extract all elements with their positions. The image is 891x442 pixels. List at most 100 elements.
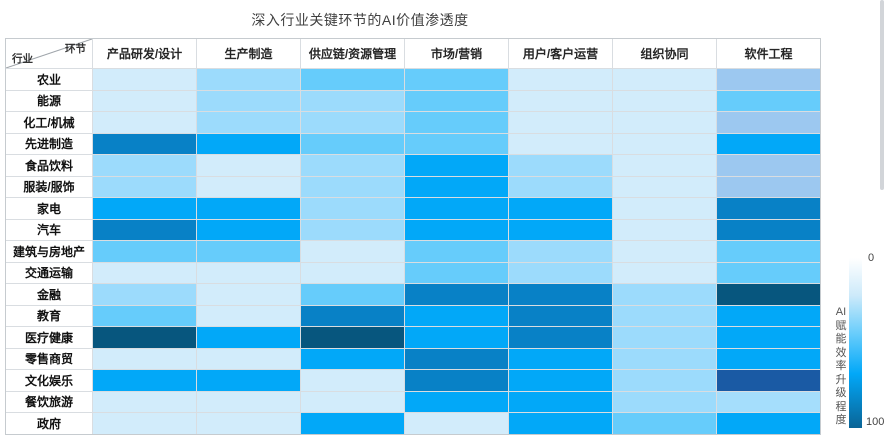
heatmap-cell[interactable]	[301, 391, 404, 412]
heatmap-cell[interactable]	[717, 370, 820, 391]
heatmap-cell[interactable]	[509, 219, 612, 240]
heatmap-cell[interactable]	[197, 219, 300, 240]
heatmap-cell[interactable]	[613, 198, 716, 219]
heatmap-cell[interactable]	[717, 241, 820, 262]
heatmap-cell[interactable]	[93, 112, 196, 133]
vertical-scrollbar-thumb[interactable]	[880, 0, 884, 190]
heatmap-cell[interactable]	[301, 262, 404, 283]
heatmap-cell[interactable]	[405, 370, 508, 391]
heatmap-cell[interactable]	[93, 327, 196, 348]
heatmap-cell[interactable]	[613, 284, 716, 305]
heatmap-cell[interactable]	[509, 198, 612, 219]
heatmap-cell[interactable]	[405, 391, 508, 412]
heatmap-cell[interactable]	[405, 241, 508, 262]
heatmap-cell[interactable]	[405, 155, 508, 176]
heatmap-cell[interactable]	[509, 262, 612, 283]
heatmap-cell[interactable]	[613, 133, 716, 154]
heatmap-cell[interactable]	[93, 348, 196, 369]
heatmap-cell[interactable]	[613, 370, 716, 391]
heatmap-cell[interactable]	[509, 391, 612, 412]
heatmap-cell[interactable]	[405, 413, 508, 434]
heatmap-cell[interactable]	[405, 90, 508, 111]
heatmap-cell[interactable]	[717, 219, 820, 240]
heatmap-cell[interactable]	[301, 69, 404, 90]
heatmap-cell[interactable]	[93, 198, 196, 219]
heatmap-cell[interactable]	[301, 284, 404, 305]
heatmap-cell[interactable]	[301, 370, 404, 391]
heatmap-cell[interactable]	[197, 327, 300, 348]
heatmap-cell[interactable]	[613, 305, 716, 326]
heatmap-cell[interactable]	[613, 413, 716, 434]
heatmap-cell[interactable]	[717, 112, 820, 133]
heatmap-cell[interactable]	[197, 305, 300, 326]
heatmap-cell[interactable]	[509, 241, 612, 262]
heatmap-cell[interactable]	[301, 219, 404, 240]
heatmap-cell[interactable]	[301, 133, 404, 154]
heatmap-cell[interactable]	[93, 133, 196, 154]
heatmap-cell[interactable]	[197, 370, 300, 391]
heatmap-cell[interactable]	[197, 348, 300, 369]
heatmap-cell[interactable]	[301, 305, 404, 326]
heatmap-cell[interactable]	[509, 348, 612, 369]
heatmap-cell[interactable]	[405, 112, 508, 133]
heatmap-cell[interactable]	[717, 262, 820, 283]
heatmap-cell[interactable]	[301, 198, 404, 219]
heatmap-cell[interactable]	[405, 198, 508, 219]
heatmap-cell[interactable]	[197, 284, 300, 305]
heatmap-cell[interactable]	[717, 348, 820, 369]
heatmap-cell[interactable]	[613, 69, 716, 90]
heatmap-cell[interactable]	[197, 241, 300, 262]
heatmap-cell[interactable]	[405, 284, 508, 305]
heatmap-cell[interactable]	[509, 370, 612, 391]
heatmap-cell[interactable]	[93, 262, 196, 283]
heatmap-cell[interactable]	[405, 262, 508, 283]
heatmap-cell[interactable]	[509, 327, 612, 348]
heatmap-cell[interactable]	[405, 69, 508, 90]
heatmap-cell[interactable]	[93, 176, 196, 197]
heatmap-cell[interactable]	[613, 155, 716, 176]
heatmap-cell[interactable]	[197, 413, 300, 434]
heatmap-cell[interactable]	[301, 112, 404, 133]
heatmap-cell[interactable]	[301, 90, 404, 111]
heatmap-cell[interactable]	[301, 413, 404, 434]
heatmap-cell[interactable]	[93, 241, 196, 262]
heatmap-cell[interactable]	[197, 69, 300, 90]
heatmap-cell[interactable]	[405, 327, 508, 348]
heatmap-cell[interactable]	[93, 413, 196, 434]
heatmap-cell[interactable]	[717, 284, 820, 305]
heatmap-cell[interactable]	[509, 90, 612, 111]
heatmap-cell[interactable]	[509, 413, 612, 434]
heatmap-cell[interactable]	[93, 284, 196, 305]
heatmap-cell[interactable]	[717, 176, 820, 197]
heatmap-cell[interactable]	[613, 391, 716, 412]
heatmap-cell[interactable]	[405, 219, 508, 240]
heatmap-cell[interactable]	[405, 176, 508, 197]
heatmap-cell[interactable]	[405, 348, 508, 369]
heatmap-cell[interactable]	[197, 90, 300, 111]
heatmap-cell[interactable]	[93, 391, 196, 412]
heatmap-cell[interactable]	[509, 176, 612, 197]
heatmap-cell[interactable]	[93, 155, 196, 176]
heatmap-cell[interactable]	[197, 176, 300, 197]
heatmap-cell[interactable]	[197, 262, 300, 283]
heatmap-cell[interactable]	[405, 133, 508, 154]
heatmap-cell[interactable]	[613, 90, 716, 111]
heatmap-cell[interactable]	[509, 112, 612, 133]
heatmap-cell[interactable]	[717, 413, 820, 434]
heatmap-cell[interactable]	[717, 90, 820, 111]
heatmap-cell[interactable]	[613, 112, 716, 133]
heatmap-cell[interactable]	[405, 305, 508, 326]
heatmap-cell[interactable]	[93, 219, 196, 240]
heatmap-cell[interactable]	[93, 370, 196, 391]
heatmap-cell[interactable]	[301, 348, 404, 369]
heatmap-cell[interactable]	[93, 90, 196, 111]
heatmap-cell[interactable]	[197, 198, 300, 219]
heatmap-cell[interactable]	[197, 112, 300, 133]
heatmap-cell[interactable]	[301, 241, 404, 262]
heatmap-cell[interactable]	[613, 219, 716, 240]
heatmap-cell[interactable]	[509, 305, 612, 326]
heatmap-cell[interactable]	[717, 391, 820, 412]
heatmap-cell[interactable]	[613, 348, 716, 369]
heatmap-cell[interactable]	[197, 155, 300, 176]
heatmap-cell[interactable]	[509, 284, 612, 305]
